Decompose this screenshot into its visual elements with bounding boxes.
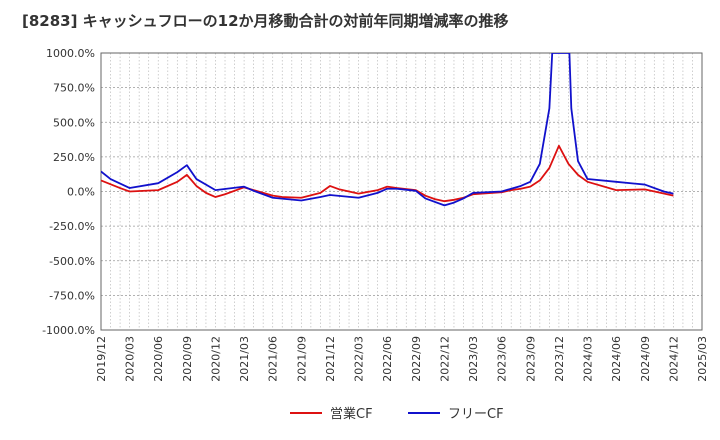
x-tick-label: 2021/06 (267, 336, 280, 382)
y-tick-label: 750.0% (53, 82, 95, 95)
x-tick-label: 2022/03 (353, 336, 366, 382)
x-tick-label: 2024/06 (610, 336, 623, 382)
x-tick-label: 2023/09 (524, 336, 537, 382)
y-tick-label: -250.0% (49, 220, 95, 233)
x-tick-label: 2024/03 (582, 336, 595, 382)
x-tick-label: 2020/03 (124, 336, 137, 382)
y-tick-label: -500.0% (49, 255, 95, 268)
x-tick-label: 2021/09 (295, 336, 308, 382)
x-tick-label: 2022/06 (381, 336, 394, 382)
y-tick-label: 500.0% (53, 116, 95, 129)
x-tick-label: 2022/12 (438, 336, 451, 382)
x-tick-label: 2023/06 (496, 336, 509, 382)
x-tick-label: 2021/03 (238, 336, 251, 382)
x-tick-label: 2020/12 (209, 336, 222, 382)
x-tick-label: 2020/06 (152, 336, 165, 382)
x-tick-label: 2023/03 (467, 336, 480, 382)
series-line-free-cf (101, 53, 674, 207)
x-tick-label: 2019/12 (95, 336, 108, 382)
x-tick-label: 2021/12 (324, 336, 337, 382)
x-tick-label: 2024/09 (639, 336, 652, 382)
legend-label: 営業CF (330, 406, 373, 422)
y-tick-label: -1000.0% (42, 324, 95, 337)
chart-title: [8283] キャッシュフローの12か月移動合計の対前年同期増減率の推移 (22, 12, 509, 30)
x-tick-label: 2025/03 (696, 336, 709, 382)
series-line-operating-cf (101, 144, 674, 203)
y-tick-label: 1000.0% (46, 47, 95, 60)
y-tick-label: 0.0% (67, 186, 95, 199)
y-tick-label: 250.0% (53, 151, 95, 164)
x-tick-label: 2020/09 (181, 336, 194, 382)
plot-frame (100, 52, 703, 331)
y-tick-label: -750.0% (49, 289, 95, 302)
x-tick-label: 2024/12 (667, 336, 680, 382)
x-tick-label: 2022/09 (410, 336, 423, 382)
x-tick-label: 2023/12 (553, 336, 566, 382)
legend-label: フリーCF (448, 407, 504, 422)
